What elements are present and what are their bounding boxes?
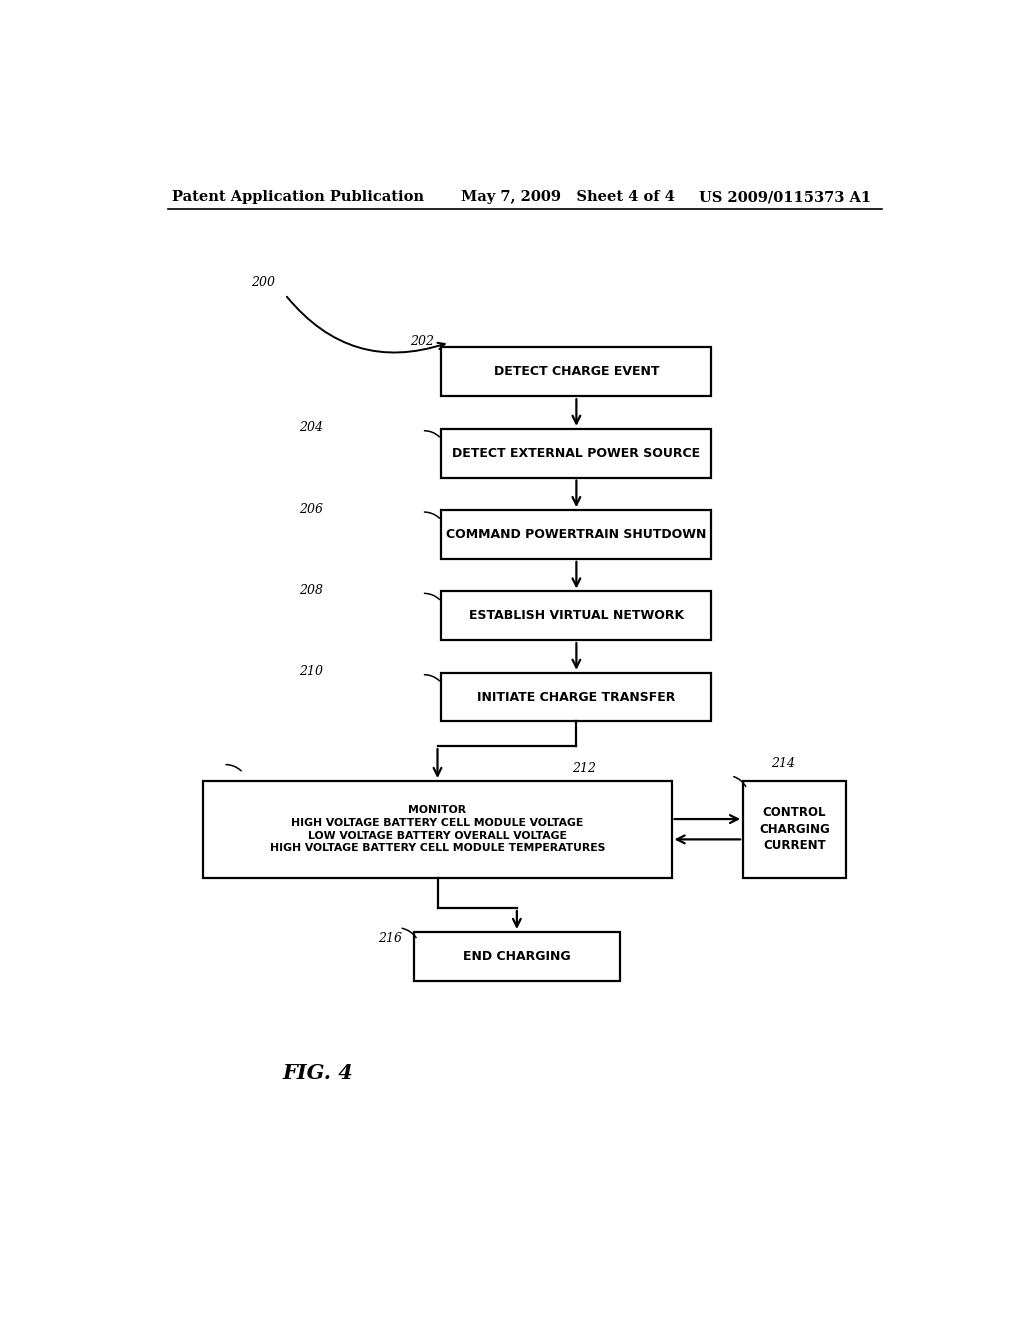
Bar xyxy=(743,781,846,878)
Bar xyxy=(441,347,712,396)
Bar xyxy=(441,673,712,722)
Bar xyxy=(441,591,712,640)
Text: CONTROL
CHARGING
CURRENT: CONTROL CHARGING CURRENT xyxy=(759,807,830,853)
Text: 214: 214 xyxy=(771,756,795,770)
Text: COMMAND POWERTRAIN SHUTDOWN: COMMAND POWERTRAIN SHUTDOWN xyxy=(446,528,707,541)
Text: May 7, 2009   Sheet 4 of 4: May 7, 2009 Sheet 4 of 4 xyxy=(461,190,675,205)
Bar xyxy=(441,510,712,558)
Text: MONITOR
HIGH VOLTAGE BATTERY CELL MODULE VOLTAGE
LOW VOLTAGE BATTERY OVERALL VOL: MONITOR HIGH VOLTAGE BATTERY CELL MODULE… xyxy=(269,805,605,854)
FancyArrowPatch shape xyxy=(424,594,439,599)
FancyArrowPatch shape xyxy=(424,430,439,437)
FancyArrowPatch shape xyxy=(402,928,416,937)
Text: 212: 212 xyxy=(572,762,596,775)
Text: INITIATE CHARGE TRANSFER: INITIATE CHARGE TRANSFER xyxy=(477,690,676,704)
Text: ESTABLISH VIRTUAL NETWORK: ESTABLISH VIRTUAL NETWORK xyxy=(469,610,684,622)
Bar xyxy=(414,932,620,981)
FancyArrowPatch shape xyxy=(424,675,439,681)
Text: FIG. 4: FIG. 4 xyxy=(283,1063,353,1084)
Text: DETECT EXTERNAL POWER SOURCE: DETECT EXTERNAL POWER SOURCE xyxy=(453,446,700,459)
Text: 216: 216 xyxy=(378,932,402,945)
Text: Patent Application Publication: Patent Application Publication xyxy=(172,190,424,205)
Bar xyxy=(441,429,712,478)
FancyArrowPatch shape xyxy=(734,776,745,787)
Text: DETECT CHARGE EVENT: DETECT CHARGE EVENT xyxy=(494,366,659,379)
Text: 208: 208 xyxy=(299,583,323,597)
Text: 200: 200 xyxy=(251,276,275,289)
Text: 202: 202 xyxy=(410,335,434,348)
Text: 204: 204 xyxy=(299,421,323,434)
Text: 210: 210 xyxy=(299,665,323,678)
FancyArrowPatch shape xyxy=(287,297,444,352)
Text: END CHARGING: END CHARGING xyxy=(463,950,570,962)
FancyArrowPatch shape xyxy=(226,764,241,771)
Text: 206: 206 xyxy=(299,503,323,516)
Text: US 2009/0115373 A1: US 2009/0115373 A1 xyxy=(699,190,871,205)
FancyArrowPatch shape xyxy=(424,512,439,519)
Bar xyxy=(204,781,672,878)
